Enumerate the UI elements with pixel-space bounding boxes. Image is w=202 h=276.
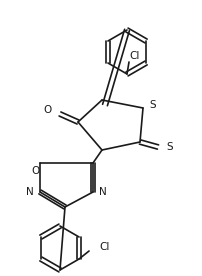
Text: N: N: [26, 187, 34, 197]
Text: O: O: [31, 166, 39, 176]
Text: O: O: [44, 105, 52, 115]
Text: Cl: Cl: [130, 51, 140, 61]
Text: Cl: Cl: [100, 242, 110, 252]
Text: N: N: [99, 187, 107, 197]
Text: S: S: [150, 100, 156, 110]
Text: S: S: [167, 142, 173, 152]
